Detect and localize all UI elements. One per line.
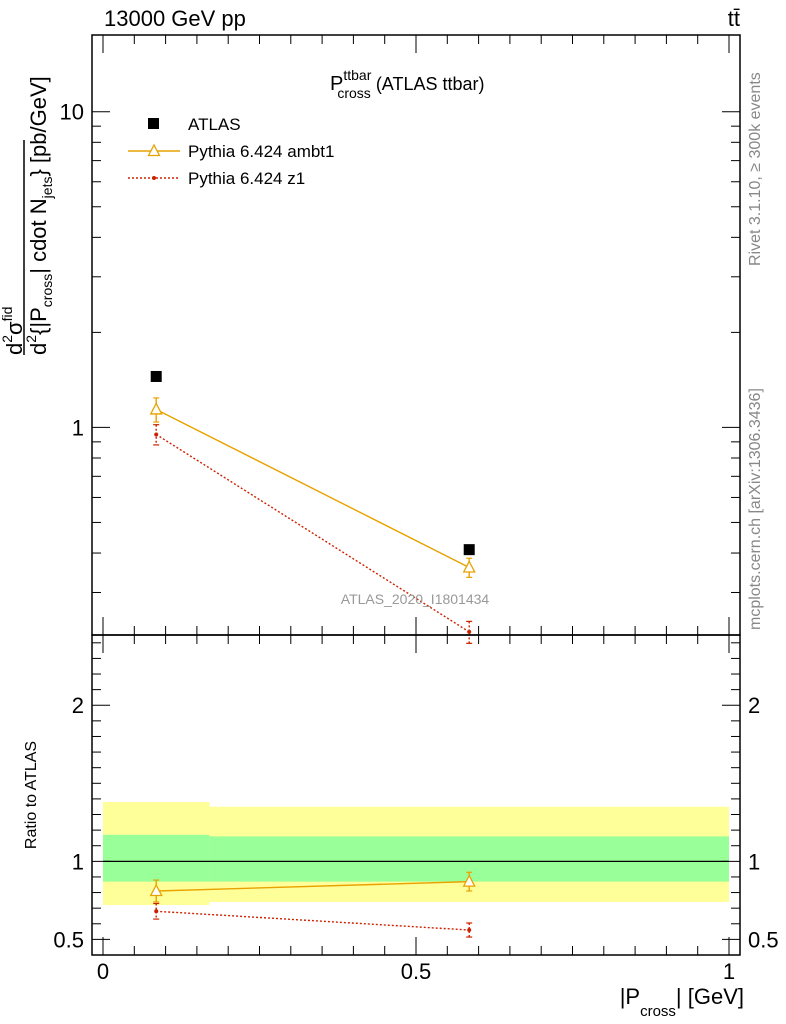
ratio-y-tick-label-left: 1 [72,849,84,874]
rivet-version-label: Rivet 3.1.10, ≥ 300k events [747,72,764,266]
main-panel: 1 10 ATLAS Pythia 6.424 ambt1 Pythia 6.424 z… [60,34,741,644]
analysis-watermark: ATLAS_2020_I1801434 [341,591,490,607]
main-point-atlas [463,544,475,556]
ratio-point-z1 [154,909,159,914]
ratio-panel: 0 0.5 1 0.5 0.5 1 1 2 2 [53,634,779,984]
main-point-z1 [154,432,159,437]
ratio-band-1-bin-0 [103,834,210,882]
ratio-line-pythia-6.424-z1 [156,910,470,931]
ratio-y-tick-label-right: 0.5 [748,927,779,952]
main-point-ambt1 [149,402,163,415]
ratio-point-z1 [467,928,472,933]
legend: ATLAS Pythia 6.424 ambt1 Pythia 6.424 z1 [128,115,334,188]
ratio-point-ambt1 [149,883,163,897]
x-tick-label: 0.5 [401,959,432,984]
energy-label: 13000 GeV pp [104,6,246,31]
x-axis-label: |Pcross| [GeV] [620,984,744,1020]
x-tick-label: 0 [97,959,109,984]
y-label-denominator: d2{|Pcross| cdot Njets} [pb/GeV] [23,76,55,355]
y-label-numerator: d2σfid [0,307,27,355]
main-line-pythia-6.424-z1 [155,433,470,633]
ratio-y-tick-label-left: 2 [72,693,84,718]
main-y-tick-label: 10 [60,100,84,125]
lower-y-axis-label: Ratio to ATLAS [23,741,40,849]
ratio-frame [91,634,741,956]
plot-title-suffix: (ATLAS ttbar) [371,74,485,94]
main-point-ambt1 [462,560,476,573]
x-tick-label: 1 [723,959,735,984]
plot-title-sub: cross [337,85,370,101]
legend-marker-z1 [152,176,156,180]
process-label: tt̄ [728,6,740,31]
plot-title: Pttbar cross (ATLAS ttbar) [330,67,485,101]
legend-marker-ambt1 [147,143,161,157]
plot-title-sup: ttbar [343,67,371,83]
legend-label: Pythia 6.424 z1 [188,169,305,188]
ratio-line-pythia-6.424-ambt1 [156,880,470,892]
ratio-y-tick-label-right: 2 [748,693,760,718]
plot-title-main: P [330,73,343,95]
main-point-z1 [467,629,472,634]
legend-marker-atlas [148,118,159,129]
legend-label: Pythia 6.424 ambt1 [188,142,334,161]
legend-label: ATLAS [188,115,241,134]
ratio-point-ambt1 [462,874,476,887]
ratio-y-tick-label-right: 1 [748,849,760,874]
ratio-y-tick-label-left: 0.5 [53,927,84,952]
main-point-atlas [150,370,162,382]
mcplots-label: mcplots.cern.ch [arXiv:1306.3436] [747,388,764,630]
upper-y-axis-label: d2σfid d2{|Pcross| cdot Njets} [pb/GeV] [0,76,55,355]
main-y-tick-label: 1 [72,415,84,440]
main-line-pythia-6.424-ambt1 [155,408,470,569]
